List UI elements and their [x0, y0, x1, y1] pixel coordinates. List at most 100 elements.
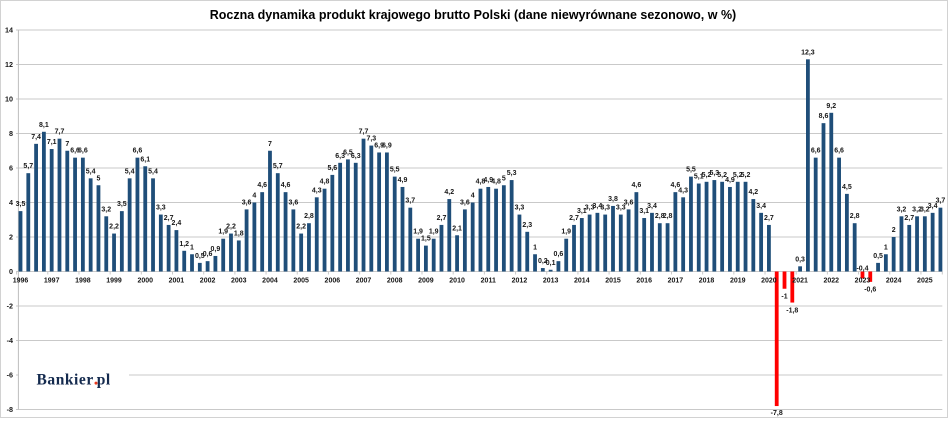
svg-text:3,3: 3,3 [585, 205, 595, 212]
svg-text:4,6: 4,6 [257, 182, 267, 189]
svg-text:3,4: 3,4 [647, 203, 657, 210]
svg-text:3,3: 3,3 [156, 205, 166, 212]
svg-text:1998: 1998 [75, 278, 91, 285]
svg-text:-6: -6 [7, 371, 13, 380]
svg-text:2: 2 [892, 227, 896, 234]
svg-text:3,6: 3,6 [624, 199, 634, 206]
svg-text:2,7: 2,7 [569, 215, 579, 222]
svg-text:2007: 2007 [356, 278, 372, 285]
svg-text:5,7: 5,7 [23, 163, 33, 170]
svg-text:-1: -1 [781, 294, 787, 301]
svg-text:3,4: 3,4 [928, 203, 938, 210]
svg-text:4: 4 [471, 193, 475, 200]
svg-text:2005: 2005 [293, 278, 309, 285]
svg-text:7,1: 7,1 [47, 139, 57, 146]
svg-text:2013: 2013 [543, 278, 559, 285]
svg-text:-8: -8 [7, 405, 13, 414]
svg-text:1,9: 1,9 [429, 229, 439, 236]
svg-text:3,7: 3,7 [936, 198, 946, 205]
svg-text:2008: 2008 [387, 278, 403, 285]
svg-text:5,2: 5,2 [717, 172, 727, 179]
svg-text:4: 4 [9, 198, 13, 207]
svg-text:6,6: 6,6 [834, 148, 844, 155]
svg-text:7,7: 7,7 [359, 129, 369, 136]
svg-text:5,2: 5,2 [741, 172, 751, 179]
svg-text:3,1: 3,1 [577, 208, 587, 215]
svg-text:3,3: 3,3 [600, 205, 610, 212]
svg-text:5,2: 5,2 [702, 172, 712, 179]
svg-text:-4: -4 [7, 336, 13, 345]
svg-text:6,6: 6,6 [811, 148, 821, 155]
svg-text:4,6: 4,6 [281, 182, 291, 189]
svg-text:3,3: 3,3 [616, 205, 626, 212]
svg-text:-0,4: -0,4 [856, 265, 868, 272]
svg-text:9,2: 9,2 [826, 103, 836, 110]
svg-text:4,9: 4,9 [483, 177, 493, 184]
svg-text:4,5: 4,5 [842, 184, 852, 191]
svg-text:4,3: 4,3 [678, 187, 688, 194]
svg-text:2: 2 [9, 233, 13, 242]
svg-text:2020: 2020 [761, 278, 777, 285]
svg-text:4,6: 4,6 [632, 182, 642, 189]
svg-text:Roczna dynamika produkt krajow: Roczna dynamika produkt krajowego brutto… [210, 8, 736, 22]
svg-text:3,8: 3,8 [608, 196, 618, 203]
svg-text:3,4: 3,4 [593, 203, 603, 210]
svg-text:2,4: 2,4 [172, 220, 182, 227]
svg-text:8,6: 8,6 [819, 113, 829, 120]
svg-text:1997: 1997 [44, 278, 60, 285]
svg-text:3,2: 3,2 [912, 206, 922, 213]
svg-text:6,1: 6,1 [140, 156, 150, 163]
svg-text:7,3: 7,3 [366, 136, 376, 143]
svg-text:3,6: 3,6 [460, 199, 470, 206]
svg-text:2002: 2002 [200, 278, 216, 285]
svg-text:2012: 2012 [512, 278, 528, 285]
svg-text:2018: 2018 [699, 278, 715, 285]
svg-text:4,6: 4,6 [670, 182, 680, 189]
svg-text:3,2: 3,2 [897, 206, 907, 213]
svg-text:0,6: 0,6 [203, 251, 213, 258]
svg-text:2,8: 2,8 [304, 213, 314, 220]
svg-text:0,9: 0,9 [211, 246, 221, 253]
svg-text:2004: 2004 [262, 278, 278, 285]
svg-text:1,8: 1,8 [234, 230, 244, 237]
svg-text:1999: 1999 [106, 278, 122, 285]
svg-text:4,8: 4,8 [320, 179, 330, 186]
svg-text:2017: 2017 [668, 278, 684, 285]
svg-text:2023: 2023 [855, 278, 871, 285]
svg-text:3,5: 3,5 [117, 201, 127, 208]
svg-text:5,4: 5,4 [148, 168, 158, 175]
svg-text:0,3: 0,3 [795, 256, 805, 263]
svg-text:6,5: 6,5 [343, 149, 353, 156]
svg-text:4: 4 [252, 193, 256, 200]
svg-text:2,7: 2,7 [437, 215, 447, 222]
svg-text:2001: 2001 [169, 278, 185, 285]
svg-text:8: 8 [9, 129, 13, 138]
svg-text:1,2: 1,2 [179, 241, 189, 248]
svg-text:2,7: 2,7 [904, 215, 914, 222]
svg-text:-0,6: -0,6 [864, 287, 876, 294]
svg-text:3,7: 3,7 [405, 198, 415, 205]
svg-text:2024: 2024 [886, 278, 902, 285]
svg-text:5,2: 5,2 [733, 172, 743, 179]
svg-text:2016: 2016 [636, 278, 652, 285]
svg-text:4,3: 4,3 [312, 187, 322, 194]
svg-text:6,3: 6,3 [351, 153, 361, 160]
svg-text:10: 10 [5, 95, 13, 104]
svg-text:3,5: 3,5 [16, 201, 26, 208]
svg-text:2010: 2010 [449, 278, 465, 285]
svg-text:2,2: 2,2 [296, 224, 306, 231]
svg-text:7: 7 [268, 141, 272, 148]
svg-text:7: 7 [65, 141, 69, 148]
svg-text:2,8: 2,8 [655, 213, 665, 220]
svg-text:-2: -2 [7, 302, 13, 311]
svg-text:2019: 2019 [730, 278, 746, 285]
svg-text:2003: 2003 [231, 278, 247, 285]
svg-text:3,4: 3,4 [756, 203, 766, 210]
svg-text:6,9: 6,9 [374, 142, 384, 149]
svg-text:4,9: 4,9 [398, 177, 408, 184]
svg-text:2021: 2021 [792, 278, 808, 285]
svg-text:4,8: 4,8 [491, 179, 501, 186]
svg-text:4,9: 4,9 [725, 177, 735, 184]
svg-text:5,4: 5,4 [86, 168, 96, 175]
svg-text:3,1: 3,1 [639, 208, 649, 215]
